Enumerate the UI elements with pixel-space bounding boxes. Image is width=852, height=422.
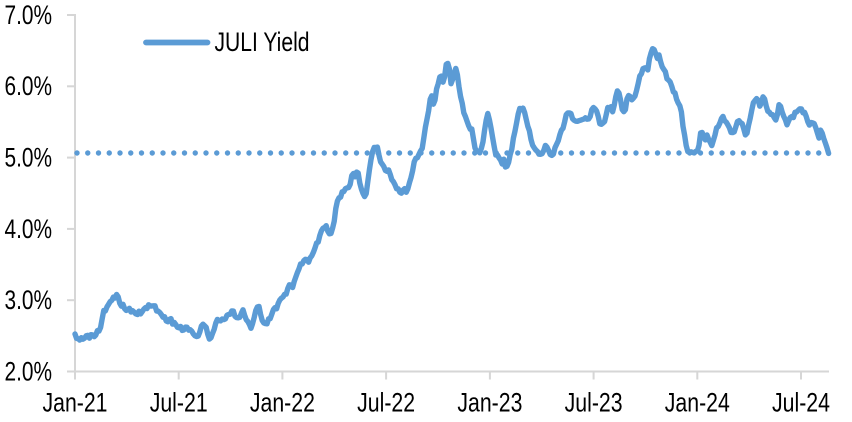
- svg-text:3.0%: 3.0%: [5, 285, 53, 315]
- svg-text:6.0%: 6.0%: [5, 71, 53, 101]
- svg-text:Jul-24: Jul-24: [772, 388, 830, 418]
- svg-text:Jul-21: Jul-21: [150, 388, 208, 418]
- svg-text:2.0%: 2.0%: [5, 356, 53, 386]
- svg-text:4.0%: 4.0%: [5, 214, 53, 244]
- svg-text:7.0%: 7.0%: [5, 0, 53, 30]
- svg-text:5.0%: 5.0%: [5, 142, 53, 172]
- svg-text:Jan-22: Jan-22: [250, 388, 315, 418]
- svg-text:Jan-24: Jan-24: [665, 388, 730, 418]
- svg-text:Jul-22: Jul-22: [357, 388, 415, 418]
- svg-text:Jan-23: Jan-23: [457, 388, 522, 418]
- svg-text:Jan-21: Jan-21: [43, 388, 108, 418]
- svg-text:JULI Yield: JULI Yield: [215, 27, 310, 57]
- svg-text:Jul-23: Jul-23: [565, 388, 623, 418]
